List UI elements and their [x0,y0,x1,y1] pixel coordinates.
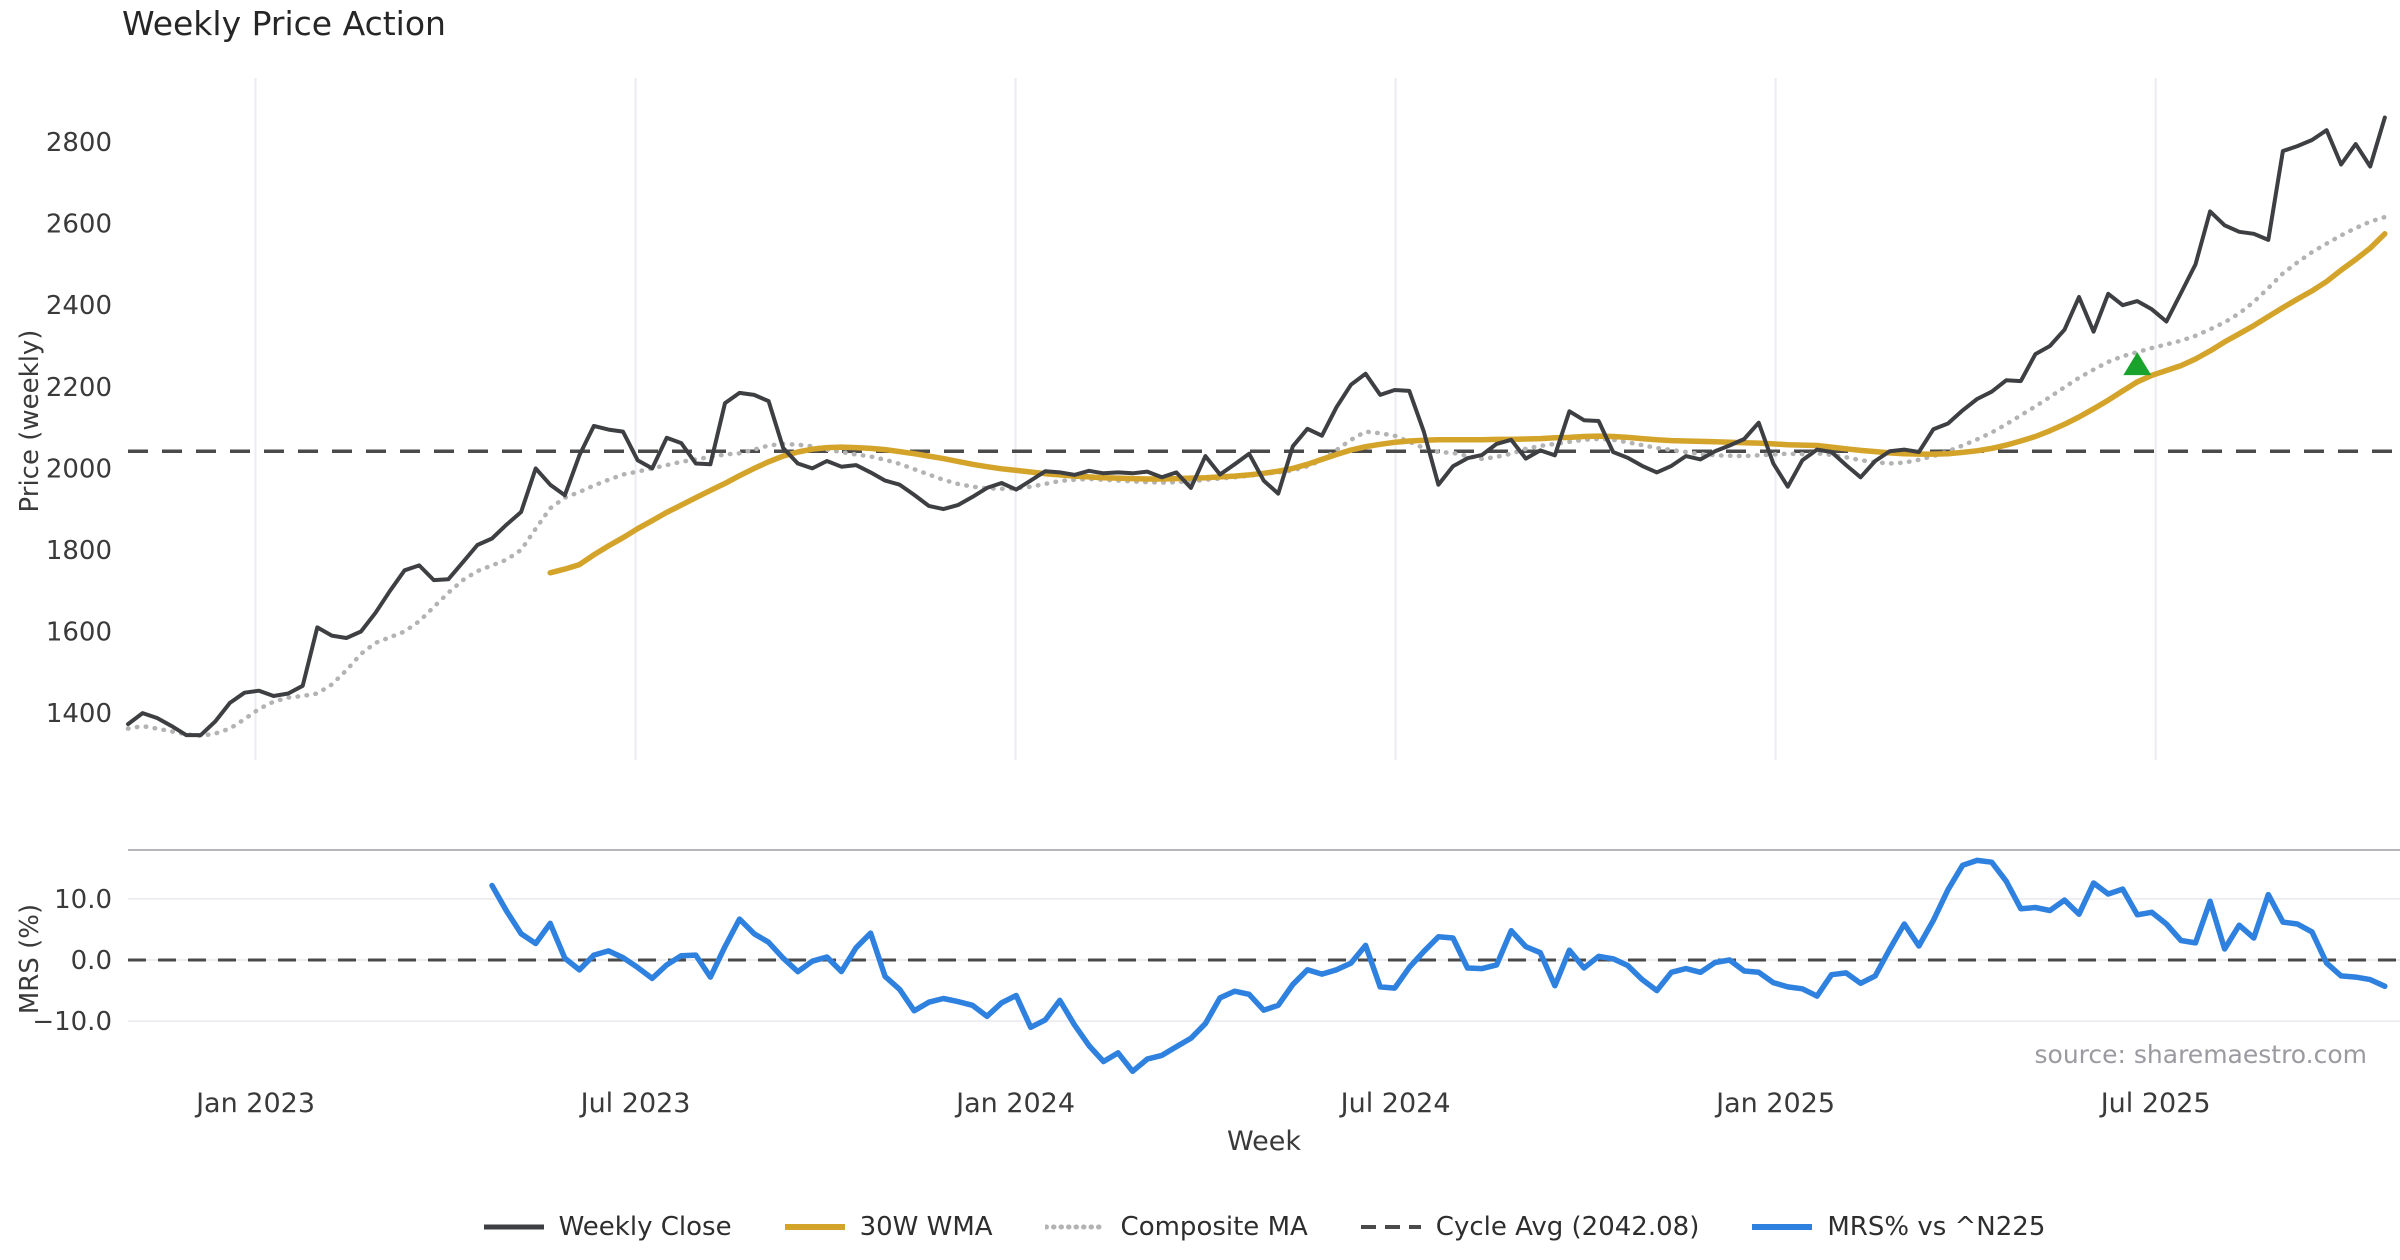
mrs-tick-label: 0.0 [71,946,112,976]
price-tick-label: 2400 [46,291,112,321]
legend-swatch-icon [1752,1224,1813,1230]
week-axis-title: Week [1227,1126,1301,1157]
price-tick-label: 2600 [46,210,112,240]
mrs-axis-title: MRS (%) [15,903,45,1015]
legend-swatch-icon [1360,1225,1421,1229]
price-tick-label: 2800 [46,128,112,158]
legend-item-weekly-close: Weekly Close [483,1212,732,1242]
x-tick-label: Jul 2025 [2099,1088,2211,1119]
legend-item-composite-ma: Composite MA [1044,1212,1308,1242]
price-tick-label: 1600 [46,618,112,648]
weekly-close-line [126,115,2387,738]
legend-swatch-icon [784,1224,845,1230]
x-tick-label: Jul 2023 [579,1088,691,1119]
price-tick-label: 2000 [46,454,112,484]
legend-label: MRS% vs ^N225 [1827,1212,2046,1242]
legend-swatch-icon [483,1224,544,1230]
mrs-line [489,857,2388,1075]
x-tick-label: Jan 2025 [1714,1088,1835,1119]
signal-triangle-icon [2123,352,2152,376]
legend-item-mrs-vs-n225: MRS% vs ^N225 [1751,1212,2045,1242]
mrs-tick-label: 10.0 [54,885,112,915]
chart-title: Weekly Price Action [122,4,446,43]
mrs-tick-label: −10.0 [32,1007,112,1037]
legend-label: 30W WMA [859,1212,993,1242]
legend-label: Weekly Close [558,1212,732,1242]
legend-item-30w-wma: 30W WMA [784,1212,993,1242]
source-credit: source: sharemaestro.com [2034,1040,2368,1069]
legend-label: Cycle Avg (2042.08) [1435,1212,1700,1242]
legend: Weekly Close 30W WMA Composite MA Cycle Avg… [128,1202,2400,1252]
legend-item-cycle-avg-2042-08: Cycle Avg (2042.08) [1360,1212,1700,1242]
legend-label: Composite MA [1120,1212,1308,1242]
price-tick-label: 1800 [46,536,112,566]
x-tick-label: Jan 2024 [954,1088,1075,1119]
x-tick-label: Jul 2024 [1339,1088,1451,1119]
composite-ma-line [125,214,2388,739]
price-axis-title: Price (weekly) [15,329,45,513]
legend-swatch-icon [1044,1224,1107,1230]
price-tick-label: 2200 [46,373,112,403]
wma-line [547,231,2388,576]
x-tick-label: Jan 2023 [194,1088,315,1119]
price-tick-label: 1400 [46,699,112,729]
